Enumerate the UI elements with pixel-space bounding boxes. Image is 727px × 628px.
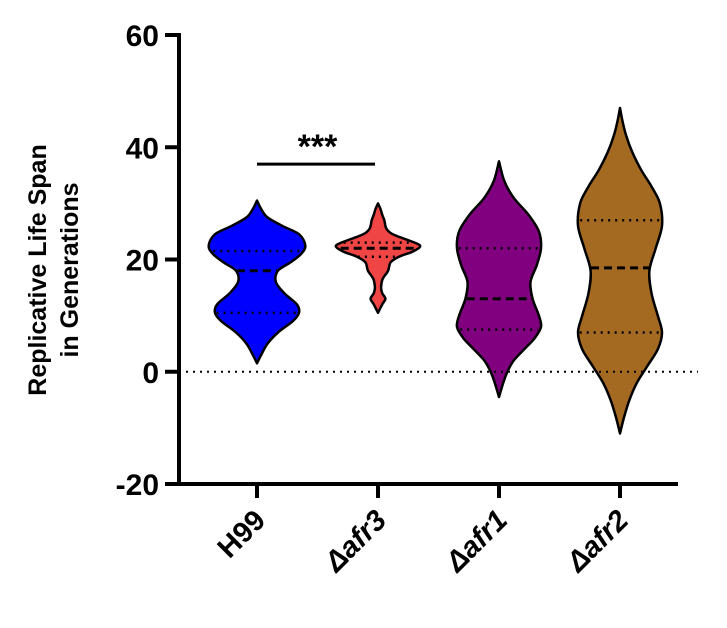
annotations: *** [179, 128, 698, 373]
violin-afr2 [576, 106, 664, 435]
y-axis-title-line1: Replicative Life Span [24, 144, 52, 395]
significance-label: *** [298, 128, 338, 166]
y-tick-label: 60 [126, 20, 159, 53]
x-tick-label: Δafr3 [318, 504, 393, 579]
x-tick-label: H99 [212, 504, 272, 564]
violin-series [207, 106, 664, 435]
x-tick-label: Δafr1 [439, 504, 514, 579]
y-tick-label: 40 [126, 132, 159, 165]
y-axis-title-line2: in Generations [56, 182, 84, 357]
violin-afr3 [334, 202, 422, 315]
x-axis: H99 Δafr3 Δafr1 Δafr2 [177, 482, 678, 579]
y-tick-label: -20 [116, 469, 159, 502]
violin-H99 [207, 199, 307, 365]
x-tick-label: Δafr2 [560, 504, 635, 579]
violin-afr1 [455, 160, 543, 399]
y-tick-label: 20 [126, 245, 159, 278]
y-tick-label: 0 [142, 357, 159, 390]
x-tick-label-name: H99 [212, 504, 272, 564]
y-axis: -20 0 20 40 60 Replicative Life Span in Genera… [24, 20, 181, 502]
